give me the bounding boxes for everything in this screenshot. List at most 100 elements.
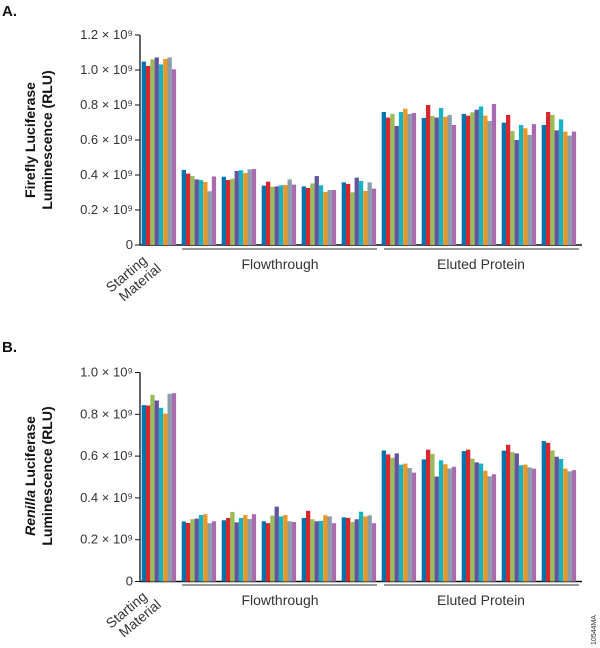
bar <box>411 113 417 245</box>
bar <box>141 405 146 582</box>
bar <box>301 186 306 245</box>
bar <box>438 107 444 245</box>
bar <box>243 173 248 245</box>
bar <box>430 116 435 246</box>
bar <box>470 112 475 245</box>
y-tick-label: 0.6 × 10⁹ <box>80 132 133 147</box>
bar <box>287 179 292 245</box>
bar <box>194 518 199 582</box>
y-tick-label: 0.2 × 10⁹ <box>80 202 133 217</box>
panel-b: B. Renilla Luciferase Luminescence (RLU)… <box>2 339 582 640</box>
bar <box>434 476 439 582</box>
bar <box>461 451 466 582</box>
bar <box>506 444 511 582</box>
panel-a-bars <box>141 57 577 246</box>
bar <box>186 173 191 245</box>
bar <box>198 515 204 582</box>
bar <box>358 511 364 582</box>
bar <box>310 519 315 582</box>
bar <box>163 58 168 245</box>
bar <box>514 453 519 582</box>
bar <box>531 124 537 245</box>
bar <box>270 186 275 245</box>
bar <box>430 453 435 582</box>
bar <box>211 521 217 582</box>
bar <box>234 170 239 245</box>
bar <box>541 124 546 245</box>
bar <box>226 517 231 582</box>
bar <box>514 140 519 245</box>
panel-b-flowthrough-label: Flowthrough <box>241 592 318 608</box>
bar <box>327 516 332 582</box>
bar <box>523 464 528 582</box>
bar <box>571 470 577 582</box>
bar <box>158 407 164 582</box>
bar <box>381 450 386 582</box>
bar <box>403 108 408 245</box>
y-tick-label: 0 <box>126 574 133 589</box>
bar <box>247 169 252 245</box>
bar <box>554 456 559 582</box>
bar <box>141 61 146 245</box>
bar <box>261 521 266 582</box>
figure-code: 10544MA <box>591 615 598 645</box>
bar <box>167 393 172 582</box>
bar <box>421 459 426 582</box>
bar <box>150 394 155 582</box>
bar <box>171 393 177 582</box>
bar <box>501 122 506 245</box>
bar <box>243 515 248 582</box>
bar <box>350 521 355 582</box>
bar <box>274 506 279 582</box>
bar <box>283 184 288 245</box>
bar <box>546 112 551 245</box>
bar <box>306 510 311 582</box>
bar <box>146 65 151 245</box>
panel-b-ylabel-line1: Renilla Luciferase <box>22 416 38 536</box>
bar <box>350 192 355 245</box>
bar <box>181 521 186 582</box>
bar <box>331 523 337 582</box>
panel-b-label: B. <box>2 339 17 356</box>
bar <box>261 185 266 245</box>
bar <box>571 131 577 245</box>
bar <box>546 442 551 582</box>
bar <box>398 112 404 245</box>
bar <box>190 519 195 582</box>
panel-b-eluted-label: Eluted Protein <box>437 592 525 608</box>
bar <box>318 520 324 582</box>
bar <box>518 465 524 582</box>
ylabel-text: Firefly Luciferase <box>22 82 38 198</box>
bar <box>190 176 195 245</box>
bar <box>363 190 368 245</box>
bar <box>563 131 568 245</box>
bar <box>154 57 159 246</box>
bar <box>310 183 315 245</box>
bar <box>506 114 511 245</box>
bar <box>421 117 426 245</box>
bar <box>558 459 564 582</box>
panel-a-y-ticks: 0 0.2 × 10⁹ 0.4 × 10⁹ 0.6 × 10⁹ 0.8 × 10⁹ 1.0… <box>80 27 582 252</box>
bar <box>527 467 532 582</box>
bar <box>438 460 444 582</box>
panel-a-eluted-label: Eluted Protein <box>437 256 525 272</box>
bar <box>386 454 391 582</box>
bar <box>518 124 524 245</box>
bar <box>510 131 515 245</box>
bar <box>451 466 457 582</box>
bar <box>346 517 351 582</box>
bar <box>274 186 279 245</box>
bar <box>171 69 177 245</box>
bar <box>211 176 217 245</box>
y-tick-label: 0.6 × 10⁹ <box>80 448 133 463</box>
bar <box>541 441 546 582</box>
bar <box>150 59 155 246</box>
bar <box>443 464 448 582</box>
bar <box>146 405 151 582</box>
bar <box>478 106 484 246</box>
bar <box>278 516 284 582</box>
bar <box>238 170 244 245</box>
bar <box>407 468 412 582</box>
ylabel-italic: Renilla <box>22 490 38 536</box>
